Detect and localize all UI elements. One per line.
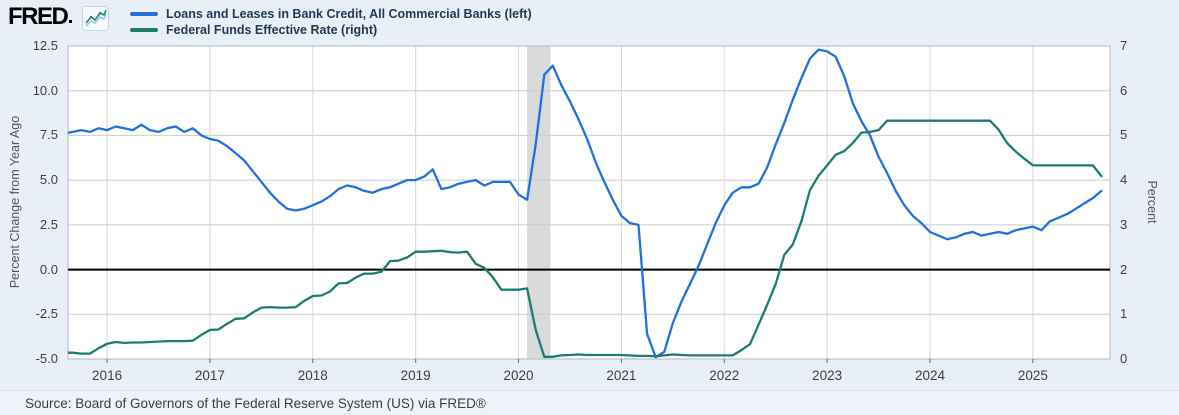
y-axis-tick-left: 2.5 [39,216,58,232]
y-axis-tick-left: -2.5 [35,306,58,322]
x-axis-tick-year: 2017 [194,368,225,383]
legend-label-loans: Loans and Leases in Bank Credit, All Com… [166,7,532,21]
y-axis-tick-left: 5.0 [39,172,58,188]
y-axis-tick-right: 7 [1120,38,1128,53]
legend: Loans and Leases in Bank Credit, All Com… [130,6,532,38]
legend-swatch-loans [130,12,158,16]
x-axis-tick-year: 2018 [297,368,328,383]
x-axis-tick-year: 2023 [812,368,843,383]
y-axis-tick-right: 6 [1120,82,1128,98]
logo-dot [69,20,73,23]
y-axis-tick-right: 3 [1120,216,1128,232]
legend-label-fedfunds: Federal Funds Effective Rate (right) [166,23,378,37]
y-axis-tick-left: 0.0 [39,261,58,277]
x-axis-tick-year: 2022 [709,368,740,383]
x-axis-tick-year: 2020 [503,368,534,383]
y-axis-tick-right: 2 [1120,261,1128,277]
fred-sparkline-icon [82,6,109,36]
x-axis-tick-year: 2021 [606,368,637,383]
y-axis-tick-left: -5.0 [35,351,58,366]
y-axis-tick-right: 5 [1120,127,1128,143]
y-axis-tick-left: 10.0 [32,82,58,98]
legend-swatch-fedfunds [130,28,158,32]
chart-header: FRED Loans and Leases in Bank Credit, Al… [0,0,1179,42]
chart-canvas [67,45,1111,363]
x-axis-tick-year: 2016 [92,368,123,383]
y-axis-title-right: Percent [1145,180,1159,224]
x-axis-tick-year: 2024 [914,368,945,383]
source-bar: Source: Board of Governors of the Federa… [0,390,1179,415]
legend-item-fedfunds[interactable]: Federal Funds Effective Rate (right) [130,22,532,38]
y-axis-tick-right: 4 [1120,172,1128,188]
y-axis-tick-left: 12.5 [32,38,58,53]
fred-logo[interactable]: FRED [8,3,73,31]
x-axis-tick-year: 2025 [1017,368,1048,383]
y-axis-tick-left: 7.5 [39,127,58,143]
recession-band [527,46,551,359]
x-axis-tick-year: 2019 [400,368,431,383]
y-axis-tick-right: 0 [1120,351,1128,366]
source-text: Source: Board of Governors of the Federa… [25,396,486,411]
legend-item-loans[interactable]: Loans and Leases in Bank Credit, All Com… [130,6,532,22]
series-line-loans [68,48,1103,359]
series-line-fedfunds [68,119,1103,358]
y-axis-tick-right: 1 [1120,306,1128,322]
